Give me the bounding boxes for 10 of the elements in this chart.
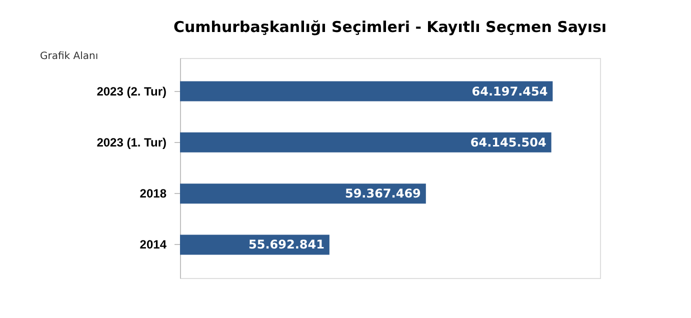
data-label: 59.367.469 — [344, 186, 421, 201]
chart-title: Cumhurbaşkanlığı Seçimleri - Kayıtlı Seçmen Sayısı — [173, 18, 607, 36]
text: Grafik Alanı — [40, 51, 98, 62]
y-tick-label: 2014 — [140, 238, 167, 252]
data-label: 64.145.504 — [470, 135, 546, 150]
y-tick-label: 2023 (1. Tur) — [96, 135, 166, 150]
y-tick-label: 2023 (2. Tur) — [96, 84, 166, 98]
data-label: 55.692.841 — [248, 238, 324, 252]
y-tick-label: 2018 — [140, 186, 167, 201]
data-label: 64.197.454 — [472, 84, 548, 98]
